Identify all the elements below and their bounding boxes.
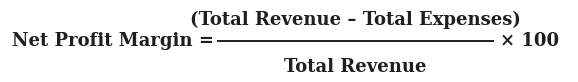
Text: =: = — [198, 32, 213, 50]
Text: (Total Revenue – Total Expenses): (Total Revenue – Total Expenses) — [190, 11, 521, 29]
Text: × 100: × 100 — [500, 32, 559, 50]
Text: Total Revenue: Total Revenue — [284, 58, 427, 76]
Text: Net Profit Margin: Net Profit Margin — [12, 32, 192, 50]
